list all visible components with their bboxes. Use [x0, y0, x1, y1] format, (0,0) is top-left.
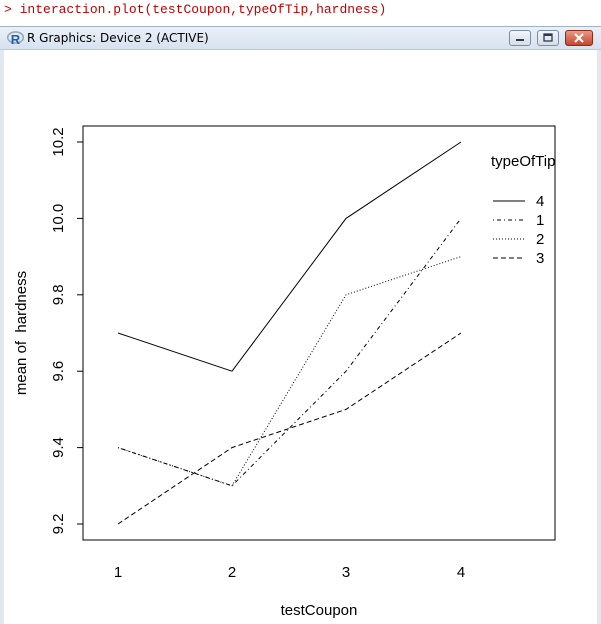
window-frame-left	[0, 50, 4, 624]
minimize-icon	[516, 39, 524, 41]
maximize-button[interactable]	[537, 30, 559, 46]
series-2	[117, 256, 462, 487]
series-4	[117, 141, 462, 372]
legend-label-4: 4	[536, 193, 544, 210]
x-axis-title: testCoupon	[281, 602, 358, 619]
x-tick-label: 1	[114, 564, 122, 581]
console-prompt: >	[4, 2, 12, 17]
y-tick-label: 9.6	[50, 361, 67, 382]
y-tick-label: 9.2	[50, 514, 67, 535]
plot-box	[82, 125, 556, 541]
console-command: interaction.plot(testCoupon,typeOfTip,ha…	[19, 2, 387, 17]
close-button[interactable]	[565, 30, 593, 46]
series-line-2	[117, 256, 462, 487]
legend-label-3: 3	[536, 250, 544, 267]
console-command-line: > interaction.plot(testCoupon,typeOfTip,…	[0, 0, 601, 20]
legend: typeOfTip 4 1 2 3	[491, 153, 555, 267]
legend-title: typeOfTip	[491, 153, 555, 170]
maximize-icon	[543, 33, 553, 42]
y-tick-label: 9.4	[50, 437, 67, 458]
window-title: R Graphics: Device 2 (ACTIVE)	[27, 31, 209, 45]
x-tick-label: 2	[228, 564, 236, 581]
series-line-3	[117, 332, 462, 525]
legend-label-2: 2	[536, 231, 544, 248]
minimize-button[interactable]	[509, 30, 531, 46]
y-tick-label: 10.2	[50, 127, 67, 156]
y-axis-title: mean of hardness	[13, 271, 30, 395]
y-tick-label: 10.0	[50, 204, 67, 233]
legend-label-1: 1	[536, 212, 544, 229]
close-icon	[574, 33, 584, 43]
window-titlebar[interactable]: R R Graphics: Device 2 (ACTIVE)	[0, 26, 601, 50]
r-logo-letter: R	[11, 32, 21, 47]
x-tick-label: 4	[457, 564, 465, 581]
series-3	[117, 332, 462, 525]
x-tick-label: 3	[342, 564, 350, 581]
series-line-4	[117, 141, 462, 372]
window-frame-right	[597, 50, 601, 624]
series-1	[117, 218, 462, 487]
series-line-1	[117, 218, 462, 487]
r-logo-icon: R	[7, 31, 24, 47]
y-tick-label: 9.8	[50, 284, 67, 305]
